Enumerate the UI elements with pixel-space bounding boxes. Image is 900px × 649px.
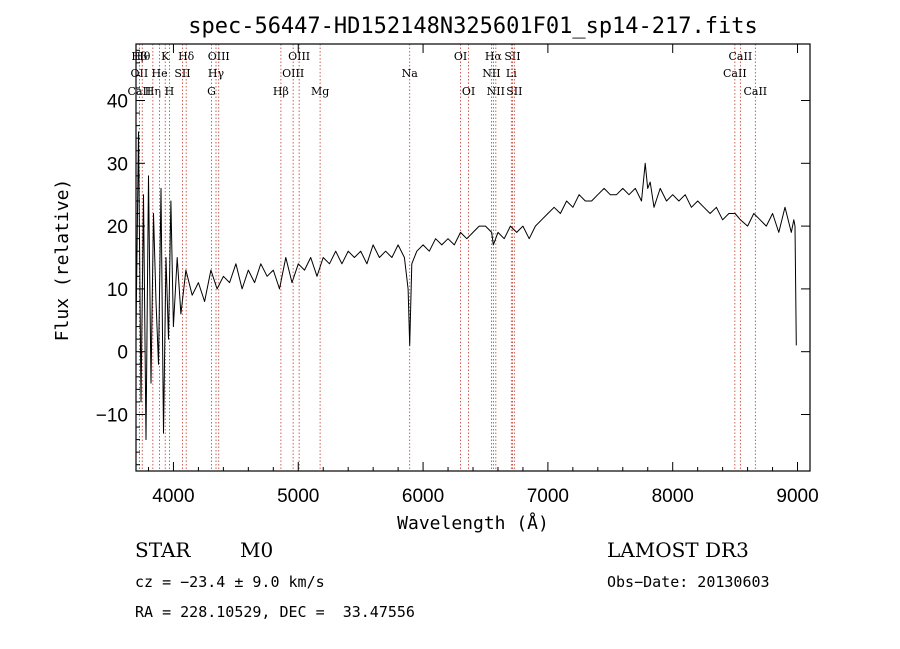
redshift-velocity: cz = −23.4 ± 9.0 km/s <box>135 573 325 591</box>
line-label: Hβ <box>131 50 147 63</box>
y-tick-label: 40 <box>107 92 128 113</box>
line-label: Na <box>402 67 419 80</box>
line-label: Hγ <box>208 67 225 80</box>
line-label: OII <box>131 67 149 80</box>
x-axis: 4000 5000 6000 7000 8000 9000 <box>147 44 819 507</box>
line-label: Hβ <box>273 85 289 98</box>
line-label: CaII <box>743 85 767 98</box>
coordinates: RA = 228.10529, DEC = 33.47556 <box>135 603 415 621</box>
observation-date: Obs−Date: 20130603 <box>607 573 770 591</box>
line-label: OIII <box>282 67 304 80</box>
y-tick-label: 30 <box>107 154 128 175</box>
object-class: STAR <box>135 538 191 562</box>
spectrum-line <box>135 131 797 441</box>
line-label: SII <box>506 85 522 98</box>
plot-frame <box>135 43 811 472</box>
spectral-line-markers: Hβ OII CaII Hθ Hη K He SII Hδ H OIII Hγ G Hβ OIII OIII M… <box>128 44 767 471</box>
line-label: Mg <box>311 85 329 98</box>
line-label: K <box>161 50 170 63</box>
chart-title: spec-56447-HD152148N325601F01_sp14-217.f… <box>188 14 758 39</box>
line-label: OI <box>454 50 467 63</box>
x-tick-label: 4000 <box>152 486 194 507</box>
line-label: CaII <box>723 67 747 80</box>
line-label: G <box>207 85 216 98</box>
y-axis: −10 0 10 20 30 40 <box>96 49 810 466</box>
x-tick-label: 7000 <box>527 486 569 507</box>
survey-name: LAMOST DR3 <box>607 538 749 562</box>
y-tick-label: −10 <box>96 405 128 426</box>
line-label: Hθ <box>134 50 151 63</box>
line-label: NII <box>482 67 500 80</box>
object-subclass: M0 <box>240 538 274 562</box>
line-label: SII <box>504 50 520 63</box>
line-label: H <box>165 85 175 98</box>
line-label: SII <box>174 67 190 80</box>
line-label: He <box>152 67 168 80</box>
x-tick-label: 5000 <box>277 486 319 507</box>
y-tick-label: 20 <box>107 217 128 238</box>
line-label: OIII <box>288 50 310 63</box>
line-label: OI <box>462 85 475 98</box>
y-axis-label: Flux (relative) <box>52 179 73 342</box>
y-tick-label: 0 <box>117 343 128 364</box>
line-label: Hα <box>485 50 503 63</box>
line-label: Hη <box>145 85 161 98</box>
line-label: OIII <box>208 50 230 63</box>
line-label: Li <box>506 67 517 80</box>
line-label: Hδ <box>178 50 195 63</box>
x-tick-label: 8000 <box>652 486 694 507</box>
y-tick-label: 10 <box>107 280 128 301</box>
line-label: NII <box>487 85 505 98</box>
line-label: CaII <box>128 85 152 98</box>
x-tick-label: 9000 <box>776 486 818 507</box>
x-tick-label: 6000 <box>402 486 444 507</box>
x-axis-label: Wavelength (Å) <box>397 512 549 534</box>
spectrum-series <box>135 131 797 441</box>
line-label: CaII <box>729 50 753 63</box>
